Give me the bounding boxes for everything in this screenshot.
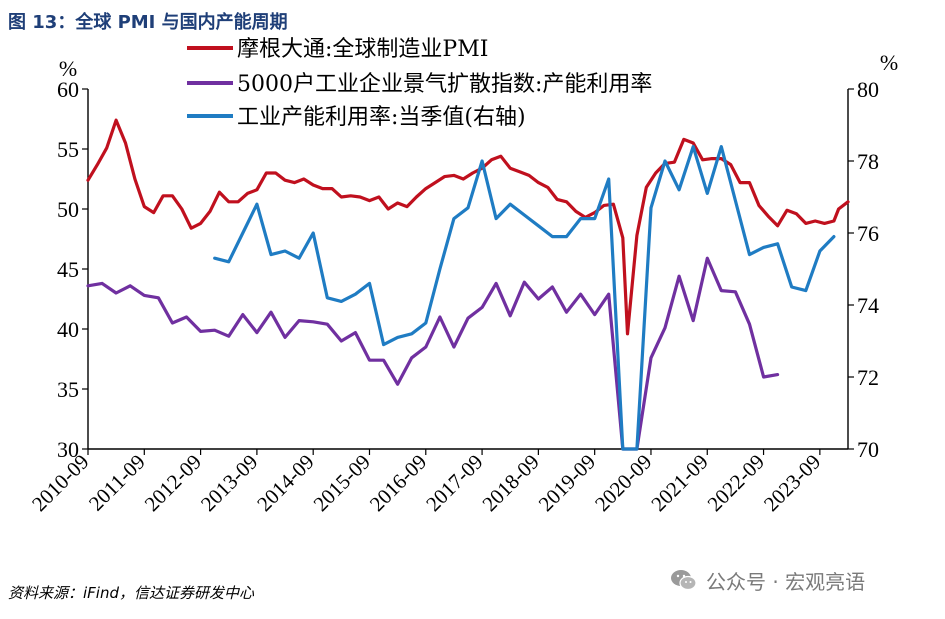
x-tick-label: 2012-09 bbox=[140, 450, 206, 516]
x-tick-label: 2014-09 bbox=[252, 450, 318, 516]
axes bbox=[87, 89, 849, 450]
y-right-tick-label: 74 bbox=[857, 293, 879, 318]
y-right-tick-label: 78 bbox=[857, 149, 879, 174]
x-tick-label: 2017-09 bbox=[421, 450, 487, 516]
x-tick-label: 2015-09 bbox=[309, 450, 375, 516]
y-left-tick-label: 45 bbox=[57, 257, 79, 282]
y-left-tick-label: 50 bbox=[57, 197, 79, 222]
watermark-text: 公众号 · 宏观亮语 bbox=[706, 569, 866, 594]
x-tick-label: 2011-09 bbox=[84, 450, 150, 516]
x-tick-label: 2018-09 bbox=[477, 450, 543, 516]
x-tick-label: 2020-09 bbox=[590, 450, 656, 516]
watermark: 公众号 · 宏观亮语 bbox=[670, 566, 865, 594]
y-right-unit-label: % bbox=[880, 50, 898, 75]
series-line-1 bbox=[86, 118, 850, 336]
y-right-tick-label: 80 bbox=[857, 77, 879, 102]
y-left-tick-label: 55 bbox=[57, 137, 79, 162]
series-line-2 bbox=[86, 256, 780, 451]
chart-title: 图 13：全球 PMI 与国内产能周期 bbox=[8, 12, 288, 33]
y-right-tick-label: 70 bbox=[857, 437, 879, 462]
y-right-tick-label: 76 bbox=[857, 221, 879, 246]
legend-label-3: 工业产能利用率:当季值(右轴) bbox=[237, 105, 526, 130]
series-layer bbox=[86, 118, 850, 451]
series-line-3 bbox=[213, 145, 836, 451]
y-left-tick-label: 60 bbox=[57, 77, 79, 102]
wechat-icon bbox=[671, 570, 697, 591]
source-note: 资料来源：iFind，信达证券研发中心 bbox=[8, 584, 254, 602]
x-tick-label: 2021-09 bbox=[646, 450, 712, 516]
y-left-unit-label: % bbox=[59, 56, 77, 81]
y-left-tick-label: 35 bbox=[57, 377, 79, 402]
x-tick-label: 2022-09 bbox=[703, 450, 769, 516]
x-tick-label: 2023-09 bbox=[759, 450, 825, 516]
legend-label-2: 5000户工业企业景气扩散指数:产能利用率 bbox=[237, 72, 652, 97]
x-tick-label: 2016-09 bbox=[365, 450, 431, 516]
y-right-tick-label: 72 bbox=[857, 365, 879, 390]
y-left-tick-label: 30 bbox=[57, 437, 79, 462]
legend: 摩根大通:全球制造业PMI 5000户工业企业景气扩散指数:产能利用率工业产能利用… bbox=[187, 37, 652, 130]
y-left-tick-label: 40 bbox=[57, 317, 79, 342]
x-tick-label: 2013-09 bbox=[196, 450, 262, 516]
legend-label-1: 摩根大通:全球制造业PMI bbox=[237, 37, 488, 62]
x-tick-label: 2019-09 bbox=[534, 450, 600, 516]
